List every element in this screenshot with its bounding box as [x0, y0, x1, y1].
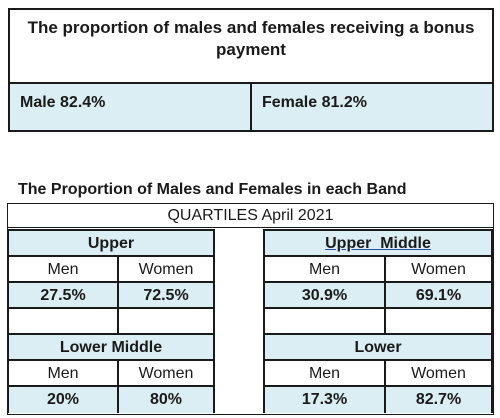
upper-men-header: Men: [9, 257, 119, 283]
band-heading: The Proportion of Males and Females in e…: [18, 181, 407, 198]
lower-women-value: 82.7%: [386, 387, 491, 413]
lower-band-label: Lower: [265, 335, 491, 361]
bonus-title: The proportion of males and females rece…: [27, 18, 475, 59]
upper-blank-cell: [119, 309, 213, 335]
upper-middle-women-value: 69.1%: [386, 283, 491, 309]
upper-women-value: 72.5%: [119, 283, 213, 309]
upper-quartile-table: Upper Men Women 27.5% 72.5%: [7, 229, 215, 335]
upper-middle-men-header: Men: [265, 257, 386, 283]
upper-middle-blank-cell: [265, 309, 386, 335]
lower-middle-women-header: Women: [119, 361, 213, 387]
lower-women-header: Women: [386, 361, 491, 387]
bonus-male-cell: Male 82.4%: [10, 82, 252, 130]
lower-quartile-table: Lower Men Women 17.3% 82.7%: [263, 333, 493, 413]
lower-middle-band-label: Lower Middle: [9, 335, 213, 361]
upper-men-value: 27.5%: [9, 283, 119, 309]
upper-women-header: Women: [119, 257, 213, 283]
lower-middle-men-value: 20%: [9, 387, 119, 413]
bonus-table: The proportion of males and females rece…: [8, 8, 494, 132]
lower-middle-men-header: Men: [9, 361, 119, 387]
upper-blank-cell: [9, 309, 119, 335]
upper-band-label: Upper: [9, 231, 213, 257]
bonus-female-cell: Female 81.2%: [252, 82, 492, 130]
upper-middle-band-label: Upper Middle: [265, 231, 491, 257]
quartiles-header: QUARTILES April 2021: [8, 204, 493, 228]
upper-middle-quartile-table: Upper Middle Men Women 30.9% 69.1%: [263, 229, 493, 335]
lower-men-value: 17.3%: [265, 387, 386, 413]
lower-men-header: Men: [265, 361, 386, 387]
upper-middle-label-text: Upper Middle: [325, 235, 431, 252]
upper-middle-men-value: 30.9%: [265, 283, 386, 309]
lower-middle-women-value: 80%: [119, 387, 213, 413]
upper-middle-blank-cell: [386, 309, 491, 335]
lower-middle-quartile-table: Lower Middle Men Women 20% 80%: [7, 333, 215, 413]
upper-middle-women-header: Women: [386, 257, 491, 283]
